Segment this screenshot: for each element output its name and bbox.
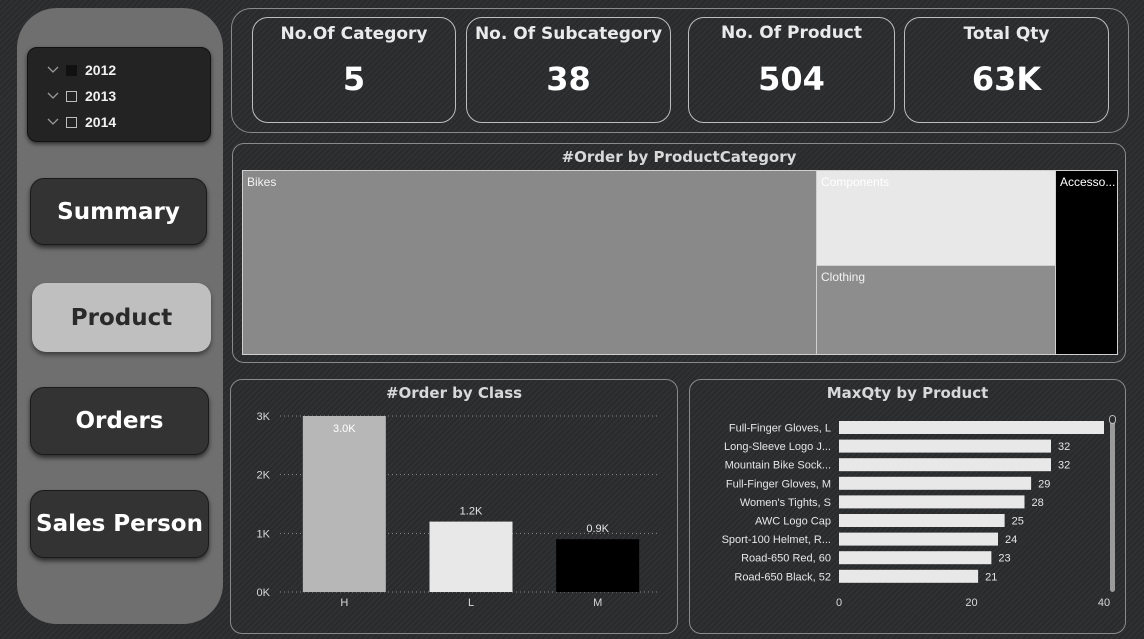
x-tick-label: H xyxy=(340,597,348,609)
summary-button[interactable]: Summary xyxy=(30,178,207,245)
treemap-label: Clothing xyxy=(821,270,866,284)
bar-l xyxy=(429,521,513,592)
treemap-cell-accessories[interactable]: Accesso... xyxy=(1055,170,1118,355)
treemap-cell-components[interactable]: Components xyxy=(816,170,1056,266)
kpi-card-product: No. Of Product 504 xyxy=(688,17,895,123)
kpi-title: No.Of Category xyxy=(280,24,428,44)
year-label: 2013 xyxy=(85,88,117,104)
order-by-class-chart: 0K 1K 2K 3K 3.0K H 1.2K L 0.9K M xyxy=(257,411,660,609)
x-tick-label: L xyxy=(468,597,474,609)
bar-row xyxy=(839,476,1032,490)
chevron-down-icon[interactable] xyxy=(46,89,60,103)
data-label: 3.0K xyxy=(333,423,356,435)
chevron-down-icon[interactable] xyxy=(46,63,60,77)
kpi-title: No. Of Product xyxy=(720,23,863,43)
category-label: Women's Tights, S xyxy=(740,497,831,509)
year-slicer: 2012 2013 2014 xyxy=(27,47,211,142)
year-checkbox-2013[interactable] xyxy=(66,90,77,102)
orders-button[interactable]: Orders xyxy=(30,387,209,455)
treemap-title: #Order by ProductCategory xyxy=(561,148,797,166)
bar-row xyxy=(839,551,992,565)
category-label: Road-650 Black, 52 xyxy=(734,571,831,583)
bar-m xyxy=(556,539,640,592)
kpi-value: 504 xyxy=(758,60,825,98)
y-tick-label: 1K xyxy=(257,528,271,540)
y-tick-label: 0K xyxy=(257,587,271,599)
sales-person-button[interactable]: Sales Person xyxy=(30,490,209,558)
x-tick-label: M xyxy=(593,597,602,609)
chart-scrollbar[interactable] xyxy=(1110,420,1115,592)
category-label: AWC Logo Cap xyxy=(755,516,831,528)
year-item-2012[interactable]: 2012 xyxy=(46,61,116,79)
bar-row xyxy=(839,514,1005,527)
year-item-2013[interactable]: 2013 xyxy=(46,87,116,105)
maxqty-panel: MaxQty by Product xyxy=(689,379,1126,634)
year-label: 2012 xyxy=(85,62,117,78)
x-tick-label: 0 xyxy=(836,597,842,609)
bar-row xyxy=(839,421,1104,434)
kpi-container xyxy=(231,8,1129,133)
category-label: Road-650 Red, 60 xyxy=(741,553,831,565)
bar-row xyxy=(839,439,1051,453)
data-label: 24 xyxy=(1005,534,1017,546)
y-tick-label: 2K xyxy=(257,470,271,482)
y-tick-label: 3K xyxy=(257,411,271,423)
x-tick-label: 20 xyxy=(965,597,977,609)
product-button[interactable]: Product xyxy=(32,283,211,352)
bar-row xyxy=(839,532,998,546)
kpi-value: 63K xyxy=(971,60,1042,98)
treemap-panel: #Order by ProductCategory xyxy=(232,143,1126,363)
treemap-label: Accesso... xyxy=(1060,175,1116,189)
bar-row xyxy=(839,569,979,583)
order-by-class-panel: #Order by Class xyxy=(230,379,678,634)
category-label: Long-Sleeve Logo J... xyxy=(724,441,831,453)
kpi-card-total-qty: Total Qty 63K xyxy=(904,17,1109,123)
kpi-title: No. Of Subcategory xyxy=(474,24,663,44)
kpi-value: 38 xyxy=(546,60,591,98)
data-label: 23 xyxy=(998,553,1010,565)
year-label: 2014 xyxy=(85,114,117,130)
treemap-cell-clothing[interactable]: Clothing xyxy=(816,265,1056,355)
data-label: 25 xyxy=(1012,516,1024,528)
chart-title: #Order by Class xyxy=(385,384,523,402)
category-label: Sport-100 Helmet, R... xyxy=(722,534,831,546)
scrollbar-thumb[interactable] xyxy=(1109,415,1116,424)
bar-row xyxy=(839,458,1051,472)
year-item-2014[interactable]: 2014 xyxy=(46,113,116,131)
kpi-card-category: No.Of Category 5 xyxy=(252,17,456,123)
year-checkbox-2012[interactable] xyxy=(66,64,77,76)
x-tick-label: 40 xyxy=(1098,597,1110,609)
chart-title: MaxQty by Product xyxy=(826,384,989,402)
maxqty-by-product-chart: 0 20 40 Full-Finger Gloves, L Long-Sleeve Lo… xyxy=(722,421,1110,609)
treemap-cell-bikes[interactable]: Bikes xyxy=(242,170,817,355)
bar-row xyxy=(839,495,1025,509)
chevron-down-icon[interactable] xyxy=(46,115,60,129)
data-label: 1.2K xyxy=(460,506,483,518)
kpi-card-subcategory: No. Of Subcategory 38 xyxy=(466,17,671,123)
category-label: Mountain Bike Sock... xyxy=(725,460,831,472)
data-label: 32 xyxy=(1058,441,1070,453)
data-label: 0.9K xyxy=(586,523,609,535)
year-checkbox-2014[interactable] xyxy=(66,116,77,128)
kpi-title: Total Qty xyxy=(963,24,1050,44)
bar-h xyxy=(302,416,386,592)
category-label: Full-Finger Gloves, M xyxy=(726,478,831,490)
treemap-label: Bikes xyxy=(247,175,277,189)
data-label: 21 xyxy=(985,571,997,583)
kpi-value: 5 xyxy=(342,60,366,98)
category-label: Full-Finger Gloves, L xyxy=(729,423,831,435)
data-label: 32 xyxy=(1058,460,1070,472)
data-label: 28 xyxy=(1032,497,1044,509)
data-label: 29 xyxy=(1038,478,1050,490)
treemap-label: Components xyxy=(821,175,890,189)
